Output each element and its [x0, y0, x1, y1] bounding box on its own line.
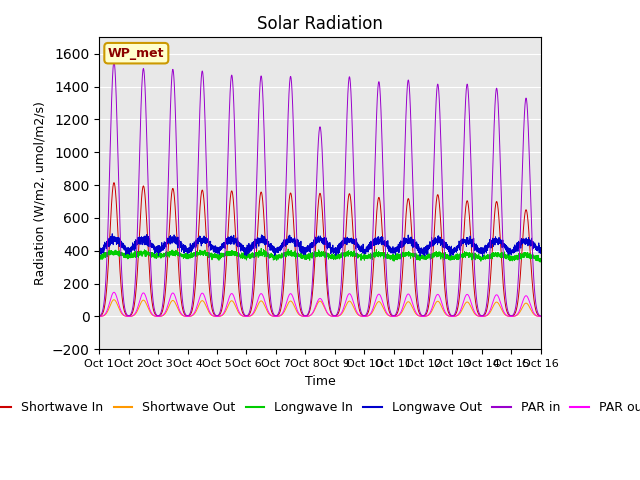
Shortwave In [110, 180, 118, 186]
Shortwave Out [303, 313, 310, 319]
Longwave Out [96, 255, 104, 261]
PAR in [537, 313, 545, 319]
Longwave Out [108, 231, 116, 237]
PAR in [394, 305, 401, 311]
Shortwave In [394, 309, 401, 315]
PAR out [303, 313, 310, 319]
Shortwave In [536, 313, 544, 319]
Longwave Out [95, 251, 103, 257]
PAR in [175, 223, 182, 229]
Line: Shortwave Out: Shortwave Out [99, 300, 541, 316]
PAR out [110, 289, 118, 295]
Shortwave Out [95, 313, 103, 319]
Longwave Out [394, 248, 402, 254]
Longwave In [175, 251, 182, 256]
Line: Shortwave In: Shortwave In [99, 183, 541, 316]
Shortwave In [419, 313, 426, 319]
Line: Longwave In: Longwave In [99, 248, 541, 262]
Line: PAR out: PAR out [99, 292, 541, 316]
PAR in [536, 313, 544, 319]
Longwave Out [419, 246, 426, 252]
Longwave In [257, 245, 265, 251]
Text: WP_met: WP_met [108, 47, 164, 60]
Y-axis label: Radiation (W/m2, umol/m2/s): Radiation (W/m2, umol/m2/s) [33, 101, 46, 285]
Longwave In [536, 257, 544, 263]
Shortwave In [444, 305, 451, 311]
Shortwave Out [110, 297, 118, 302]
Line: PAR in: PAR in [99, 62, 541, 316]
Shortwave Out [444, 312, 451, 318]
PAR out [444, 312, 451, 318]
PAR out [95, 313, 103, 319]
PAR in [444, 297, 451, 303]
Longwave Out [537, 250, 545, 255]
PAR in [110, 59, 118, 65]
Longwave In [303, 253, 310, 259]
PAR in [419, 313, 426, 319]
Shortwave In [175, 267, 182, 273]
Title: Solar Radiation: Solar Radiation [257, 15, 383, 33]
Shortwave Out [537, 313, 545, 319]
PAR out [537, 313, 545, 319]
Longwave Out [444, 246, 451, 252]
Shortwave Out [536, 313, 544, 319]
Shortwave Out [394, 313, 401, 319]
Legend: Shortwave In, Shortwave Out, Longwave In, Longwave Out, PAR in, PAR out: Shortwave In, Shortwave Out, Longwave In… [0, 396, 640, 419]
Longwave Out [536, 248, 544, 253]
PAR out [175, 305, 182, 311]
Longwave In [419, 252, 426, 258]
PAR out [394, 313, 401, 319]
Shortwave In [303, 313, 310, 319]
PAR in [303, 312, 310, 318]
Longwave In [444, 252, 451, 258]
PAR in [95, 313, 103, 319]
Longwave In [95, 252, 103, 258]
Longwave Out [175, 243, 182, 249]
X-axis label: Time: Time [305, 374, 335, 387]
Shortwave Out [419, 313, 426, 319]
Longwave Out [303, 249, 310, 254]
Shortwave In [537, 313, 545, 319]
PAR out [536, 313, 544, 319]
PAR out [419, 313, 426, 319]
Longwave In [537, 255, 545, 261]
Longwave In [394, 252, 401, 258]
Shortwave In [95, 313, 103, 319]
Longwave In [536, 259, 544, 265]
Line: Longwave Out: Longwave Out [99, 234, 541, 258]
Shortwave Out [175, 308, 182, 313]
